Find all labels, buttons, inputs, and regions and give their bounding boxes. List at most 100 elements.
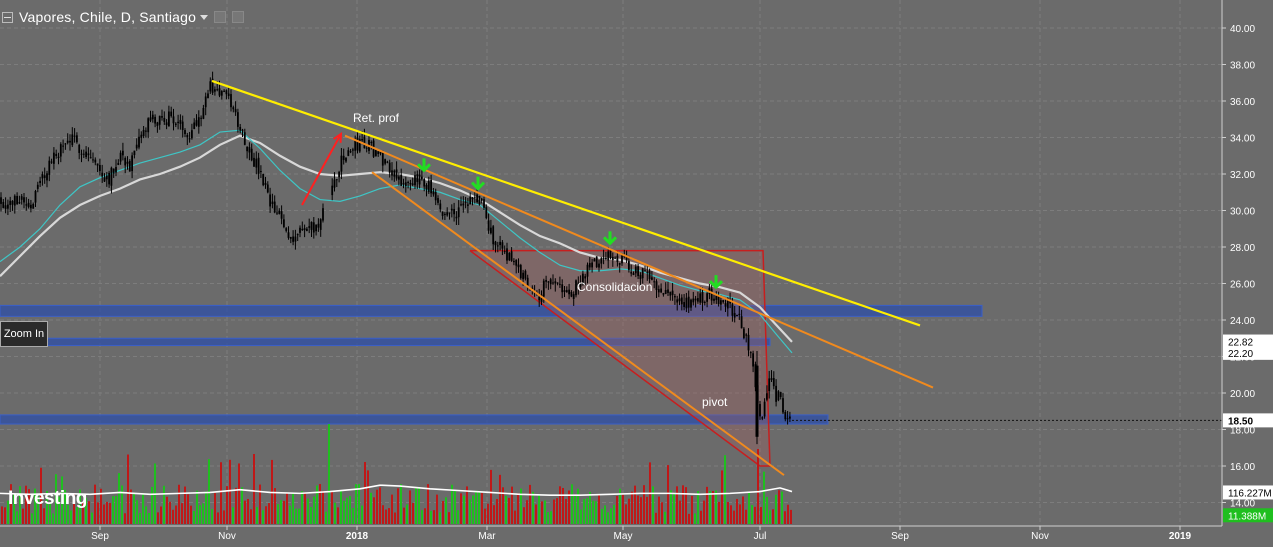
- chevron-down-icon[interactable]: [200, 14, 209, 20]
- candle-body: [524, 270, 527, 279]
- candle-body: [582, 273, 584, 285]
- volume-bar: [115, 495, 117, 524]
- volume-bar: [559, 486, 561, 524]
- green-arrow-head: [470, 181, 486, 191]
- volume-bar: [28, 489, 30, 524]
- volume-bar: [97, 502, 99, 524]
- candle-body: [179, 119, 182, 124]
- volume-bar: [622, 494, 624, 524]
- candle-body: [381, 152, 384, 166]
- x-tick-label: 2018: [346, 531, 369, 542]
- candle-body: [634, 266, 637, 274]
- volume-bar: [577, 488, 579, 524]
- candle-body: [632, 273, 635, 275]
- volume-bar: [658, 496, 660, 524]
- volume-bar: [373, 497, 375, 524]
- candle-body: [296, 234, 299, 236]
- candle-body: [23, 197, 25, 203]
- candle-body: [89, 157, 92, 159]
- candle-body: [563, 290, 566, 292]
- price-tag-label: 116.227M: [1228, 488, 1272, 499]
- candle-body: [181, 121, 184, 130]
- zoom-in-button[interactable]: Zoom In: [0, 321, 48, 347]
- collapse-icon[interactable]: [2, 11, 13, 23]
- candle-body: [453, 208, 455, 215]
- volume-bar: [100, 488, 102, 524]
- candle-body: [676, 299, 679, 303]
- candle-body: [25, 204, 28, 206]
- candle-body: [749, 352, 752, 354]
- support-zone: [0, 414, 829, 425]
- candle-body: [591, 262, 593, 268]
- candle-body: [338, 171, 340, 178]
- candle-body: [13, 195, 16, 206]
- volume-bar: [388, 508, 390, 524]
- candle-body: [87, 153, 90, 156]
- volume-bar: [490, 469, 492, 524]
- candle-body: [515, 259, 518, 266]
- candle-body: [421, 176, 423, 180]
- candle-body: [782, 398, 784, 413]
- volume-bar: [637, 495, 639, 524]
- candle-body: [434, 191, 437, 201]
- candle-body: [156, 122, 159, 126]
- volume-bar: [661, 502, 663, 524]
- x-tick-label: Nov: [1031, 531, 1049, 542]
- candle-body: [545, 280, 547, 282]
- volume-bar: [1, 506, 3, 524]
- candle-body: [20, 196, 23, 200]
- volume-bar: [37, 496, 39, 524]
- candle-body: [724, 303, 727, 307]
- volume-bar: [394, 512, 396, 524]
- volume-bar: [511, 486, 513, 524]
- volume-bar: [565, 498, 567, 524]
- candle-body: [204, 96, 207, 108]
- candle-body: [232, 107, 235, 110]
- candle-body: [784, 411, 787, 420]
- y-tick-label: 20.00: [1230, 389, 1255, 400]
- volume-bar: [292, 493, 294, 524]
- volume-bar: [313, 496, 315, 524]
- volume-bar: [667, 465, 669, 524]
- volume-bar: [409, 490, 411, 524]
- maximize-square-icon[interactable]: [232, 11, 245, 23]
- candle-body: [552, 282, 554, 284]
- volume-bar: [769, 510, 771, 524]
- volume-bar: [310, 506, 312, 524]
- volume-bar: [556, 498, 558, 524]
- y-axis-panel: [1222, 0, 1273, 542]
- candle-body: [586, 264, 589, 277]
- candle-body: [710, 288, 713, 301]
- volume-bar: [349, 496, 351, 524]
- annotation-label: pivot: [702, 395, 728, 409]
- candle-body: [501, 242, 504, 249]
- chart-title[interactable]: Vapores, Chile, D, Santiago: [19, 9, 197, 25]
- candle-body: [71, 134, 74, 146]
- volume-bar: [202, 503, 204, 524]
- candle-body: [264, 182, 267, 185]
- candle-body: [577, 282, 580, 288]
- candle-body: [379, 151, 382, 154]
- candle-body: [425, 184, 428, 190]
- candle-body: [618, 263, 621, 265]
- x-tick-label: Mar: [478, 531, 496, 542]
- candle-body: [694, 298, 697, 301]
- candle-body: [386, 161, 389, 163]
- candle-body: [455, 216, 458, 219]
- candle-body: [32, 204, 35, 209]
- candle-body: [306, 228, 308, 231]
- settings-square-icon[interactable]: [214, 11, 227, 23]
- candle-body: [444, 213, 446, 215]
- volume-bar: [448, 512, 450, 524]
- volume-bar: [787, 504, 789, 524]
- volume-bar: [280, 500, 282, 524]
- volume-bar: [466, 486, 468, 524]
- volume-bar: [379, 487, 381, 524]
- volume-bar: [31, 513, 33, 524]
- volume-bar: [319, 484, 321, 524]
- volume-bar: [67, 504, 69, 524]
- candle-body: [345, 157, 347, 162]
- volume-bar: [166, 496, 168, 524]
